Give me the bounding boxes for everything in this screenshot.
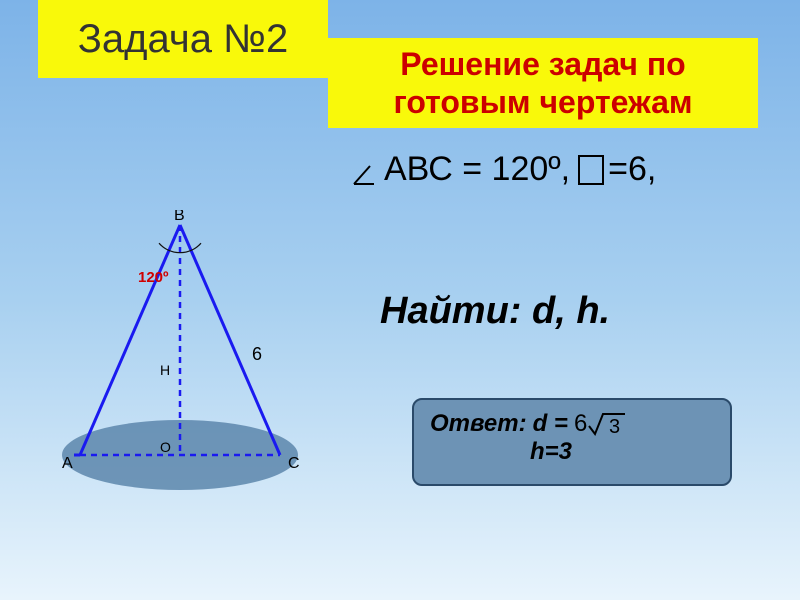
svg-text:120º: 120º <box>138 269 169 286</box>
angle-name: АВС <box>384 150 453 189</box>
answer-h-line: h=3 <box>430 438 714 466</box>
find-vars: : d, h. <box>509 290 610 332</box>
subtitle: Решение задач по готовым чертежам <box>328 38 758 128</box>
subtitle-line-1: Решение задач по <box>400 45 685 83</box>
answer-d-radicand: 3 <box>609 416 620 438</box>
answer-label: Ответ: <box>430 410 527 438</box>
problem-title: Задача №2 <box>38 0 328 78</box>
svg-text:Н: Н <box>160 362 170 378</box>
svg-text:С: С <box>288 455 300 472</box>
cone-diagram: А В С Н О 120º 6 <box>30 210 330 500</box>
answer-d-coeff: 6 <box>574 410 587 438</box>
problem-title-text: Задача №2 <box>78 17 288 62</box>
svg-text:А: А <box>62 455 73 472</box>
find-label: Найти <box>380 290 509 332</box>
subtitle-line-2: готовым чертежам <box>393 83 692 121</box>
answer-d-prefix: d = <box>533 410 568 438</box>
equals-1: = <box>453 150 492 189</box>
svg-text:6: 6 <box>252 344 262 364</box>
answer-d-value: 6 3 <box>574 410 627 438</box>
find-line: Найти: d, h. <box>380 290 610 333</box>
answer-box: Ответ: d = 6 3 h=3 <box>412 398 732 486</box>
degree-suffix: º, <box>548 150 570 189</box>
svg-text:В: В <box>174 210 185 224</box>
placeholder-box-icon <box>578 155 604 185</box>
side-value: =6, <box>608 150 656 189</box>
given-condition: АВС = 120 º, =6, <box>350 150 656 189</box>
svg-text:О: О <box>160 439 171 455</box>
angle-value: 120 <box>492 150 549 189</box>
angle-icon <box>350 158 378 182</box>
